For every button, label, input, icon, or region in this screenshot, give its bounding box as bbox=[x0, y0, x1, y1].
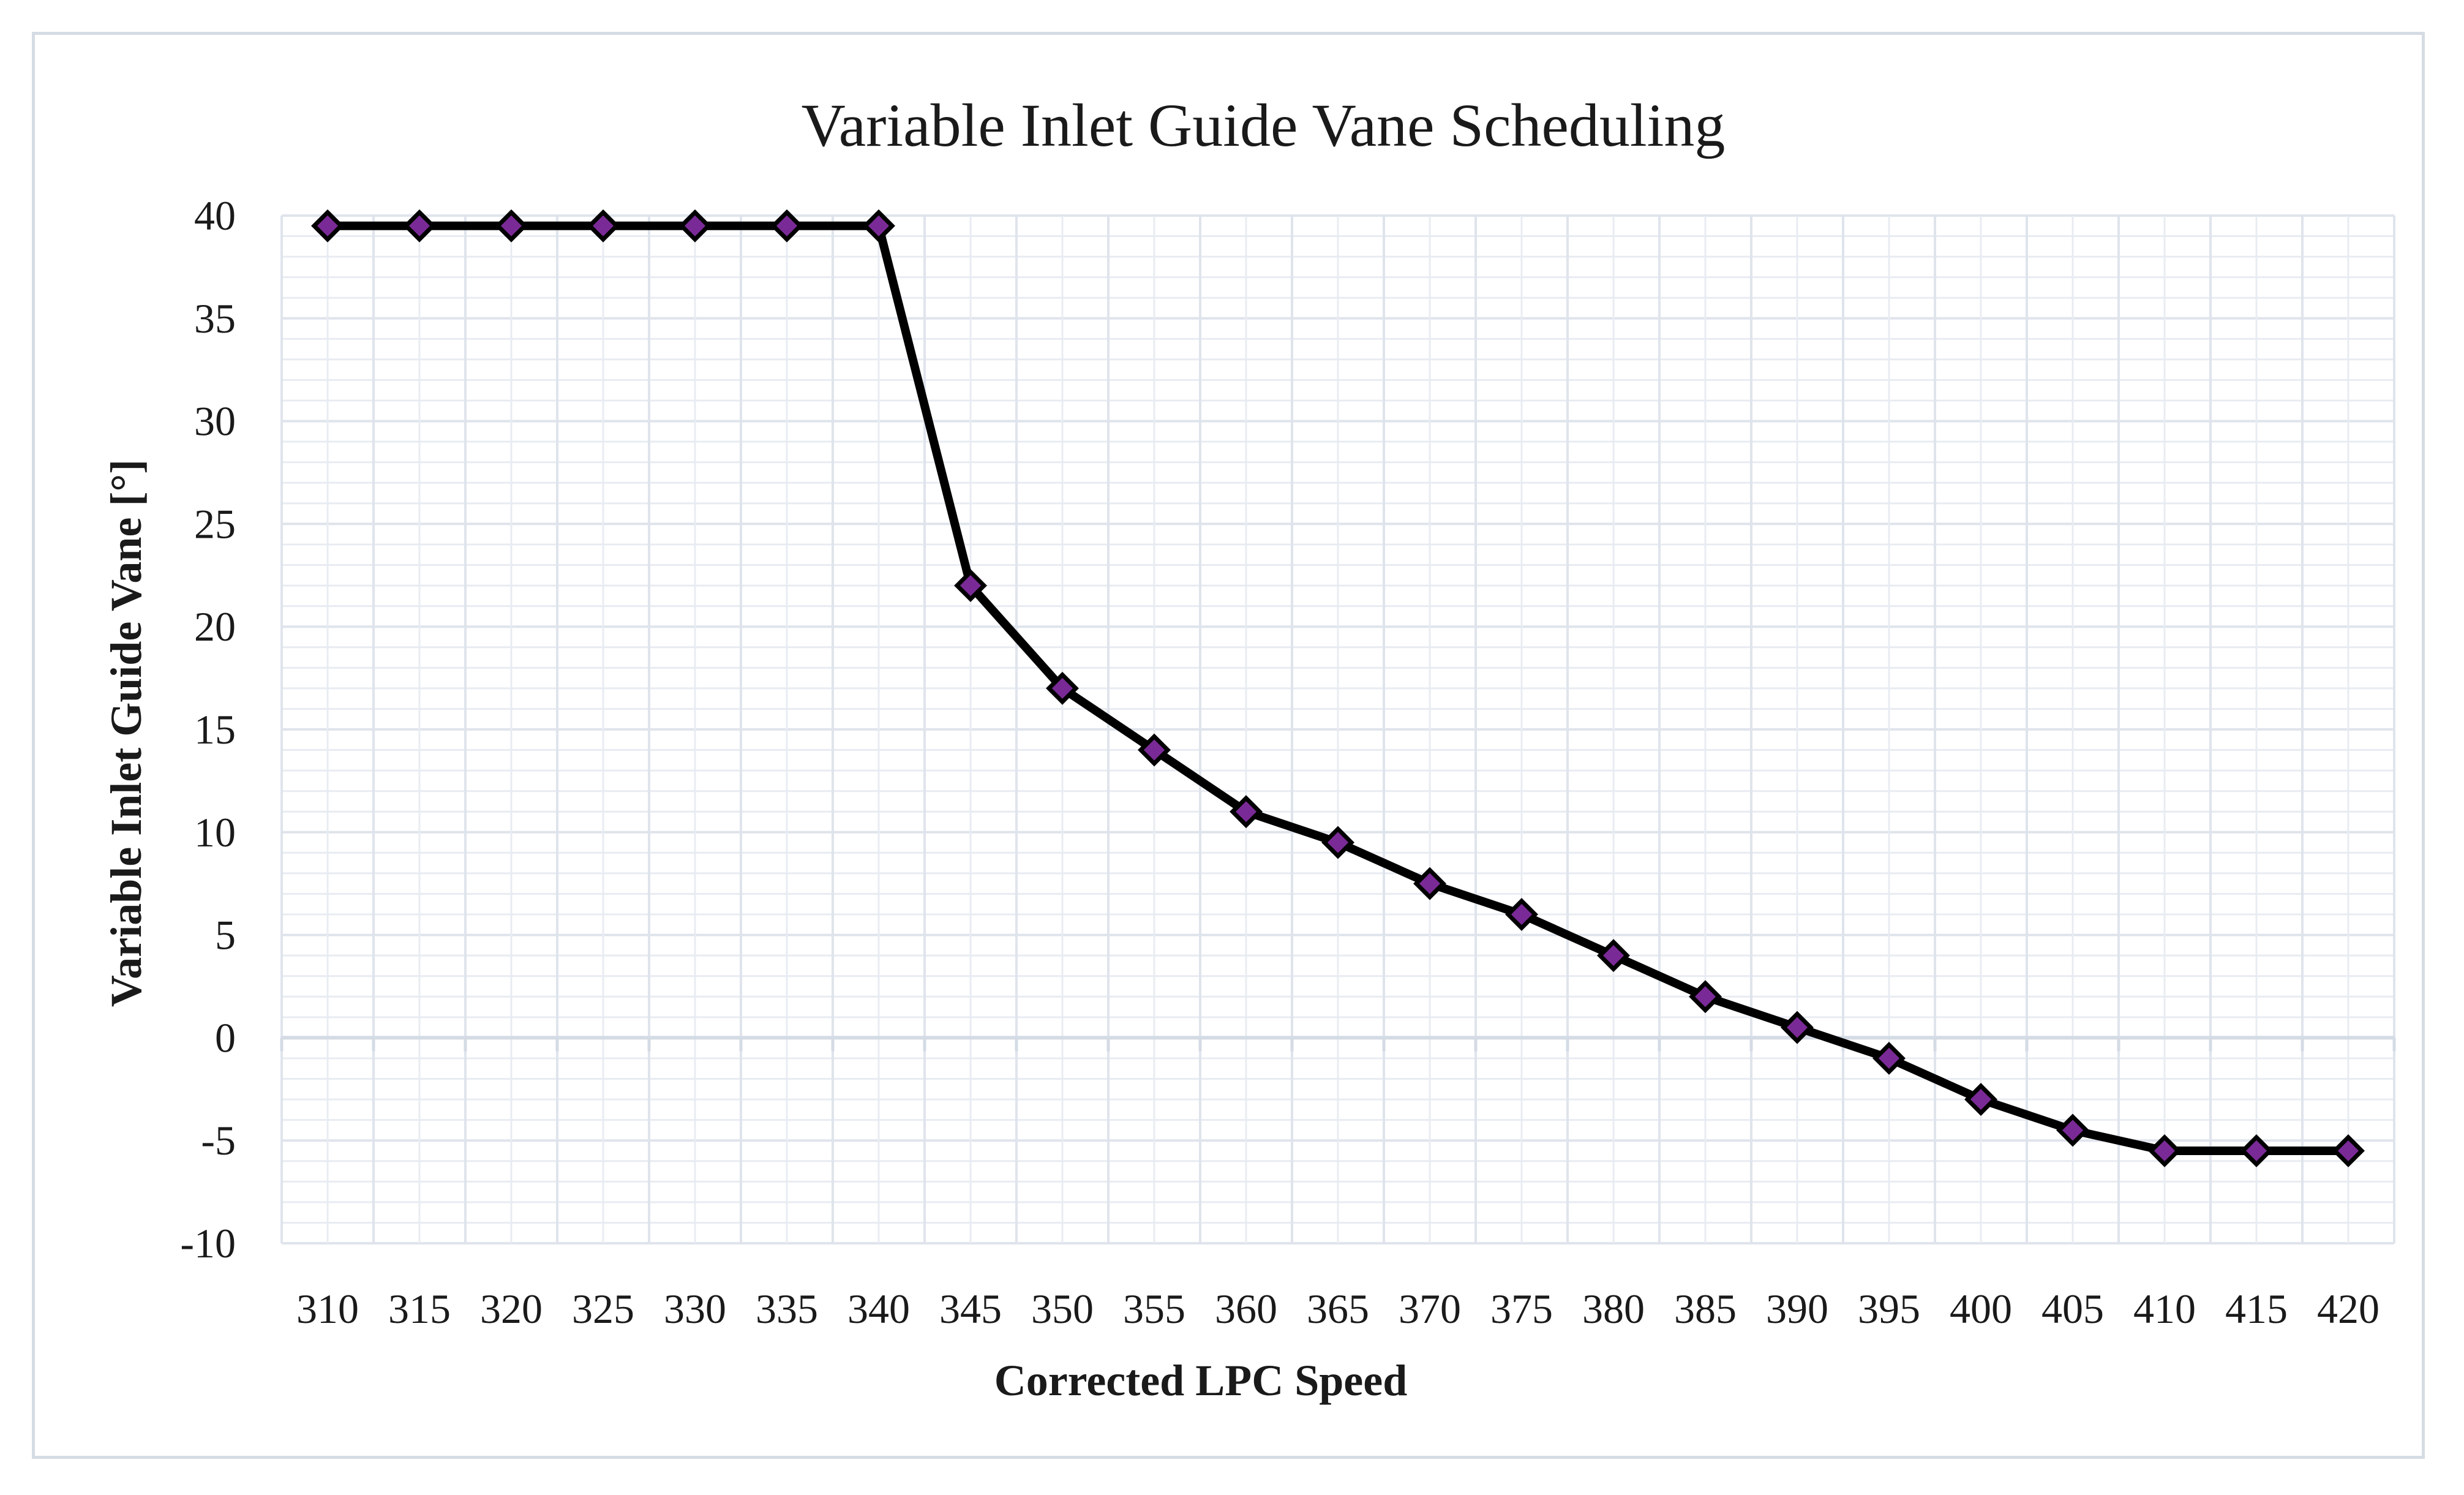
data-point-355 bbox=[1138, 733, 1171, 767]
y-axis-title: Variable Inlet Guide Vane [°] bbox=[102, 459, 151, 1007]
data-point-395 bbox=[1872, 1042, 1906, 1075]
data-point-370 bbox=[1413, 867, 1446, 900]
x-tick-label: 325 bbox=[572, 1286, 634, 1332]
x-tick-label: 355 bbox=[1123, 1286, 1185, 1332]
chart-title: Variable Inlet Guide Vane Scheduling bbox=[802, 91, 1726, 159]
x-axis-title: Corrected LPC Speed bbox=[994, 1356, 1408, 1405]
x-tick-label: 310 bbox=[296, 1286, 359, 1332]
data-point-420 bbox=[2332, 1134, 2365, 1167]
y-tick-label: 35 bbox=[194, 295, 236, 342]
y-tick-label: -10 bbox=[180, 1220, 236, 1267]
data-point-320 bbox=[495, 209, 528, 243]
y-tick-labels: 40 35 30 25 20 15 10 5 0 -5 -10 bbox=[180, 192, 236, 1267]
data-point-400 bbox=[1964, 1083, 1997, 1117]
data-point-405 bbox=[2056, 1113, 2089, 1147]
data-point-340 bbox=[862, 209, 895, 243]
data-point-365 bbox=[1321, 826, 1354, 859]
data-point-325 bbox=[587, 209, 620, 243]
y-tick-label: 30 bbox=[194, 398, 236, 445]
y-tick-label: 10 bbox=[194, 809, 236, 856]
y-tick-label: 0 bbox=[215, 1014, 236, 1061]
x-tick-label: 385 bbox=[1674, 1286, 1737, 1332]
x-tick-label: 415 bbox=[2225, 1286, 2288, 1332]
x-tick-label: 345 bbox=[939, 1286, 1002, 1332]
x-tick-label: 395 bbox=[1858, 1286, 1920, 1332]
data-point-345 bbox=[954, 569, 987, 603]
x-tick-label: 360 bbox=[1215, 1286, 1277, 1332]
data-point-310 bbox=[311, 209, 344, 243]
data-point-375 bbox=[1505, 898, 1538, 931]
data-point-390 bbox=[1781, 1011, 1814, 1044]
y-tick-label: 25 bbox=[194, 500, 236, 547]
data-points bbox=[311, 209, 2365, 1167]
x-tick-label: 370 bbox=[1399, 1286, 1461, 1332]
x-tick-label: 410 bbox=[2133, 1286, 2196, 1332]
y-tick-label: 40 bbox=[194, 192, 236, 239]
x-tick-label: 340 bbox=[847, 1286, 910, 1332]
x-tick-label: 365 bbox=[1307, 1286, 1369, 1332]
data-point-335 bbox=[770, 209, 803, 243]
data-point-330 bbox=[678, 209, 712, 243]
x-tick-label: 315 bbox=[388, 1286, 451, 1332]
y-tick-label: -5 bbox=[201, 1117, 236, 1164]
data-point-410 bbox=[2148, 1134, 2181, 1167]
x-tick-label: 400 bbox=[1950, 1286, 2012, 1332]
x-tick-labels: 310 315 320 325 330 335 340 345 350 355 360 365 370 3… bbox=[296, 1286, 2379, 1332]
x-tick-label: 405 bbox=[2041, 1286, 2104, 1332]
data-point-415 bbox=[2240, 1134, 2273, 1167]
x-tick-label: 420 bbox=[2317, 1286, 2379, 1332]
data-point-360 bbox=[1230, 795, 1263, 829]
y-tick-label: 15 bbox=[194, 706, 236, 753]
data-point-380 bbox=[1597, 939, 1630, 973]
y-tick-label: 20 bbox=[194, 603, 236, 650]
x-tick-label: 380 bbox=[1582, 1286, 1645, 1332]
x-tick-label: 330 bbox=[664, 1286, 726, 1332]
x-tick-label: 320 bbox=[480, 1286, 543, 1332]
x-tick-label: 375 bbox=[1490, 1286, 1553, 1332]
gridlines bbox=[280, 214, 2395, 1245]
x-tick-label: 335 bbox=[756, 1286, 818, 1332]
x-tick-label: 390 bbox=[1766, 1286, 1828, 1332]
x-tick-label: 350 bbox=[1031, 1286, 1094, 1332]
y-tick-label: 5 bbox=[215, 912, 236, 958]
data-point-385 bbox=[1689, 980, 1722, 1014]
data-point-350 bbox=[1046, 671, 1079, 705]
data-point-315 bbox=[403, 209, 436, 243]
